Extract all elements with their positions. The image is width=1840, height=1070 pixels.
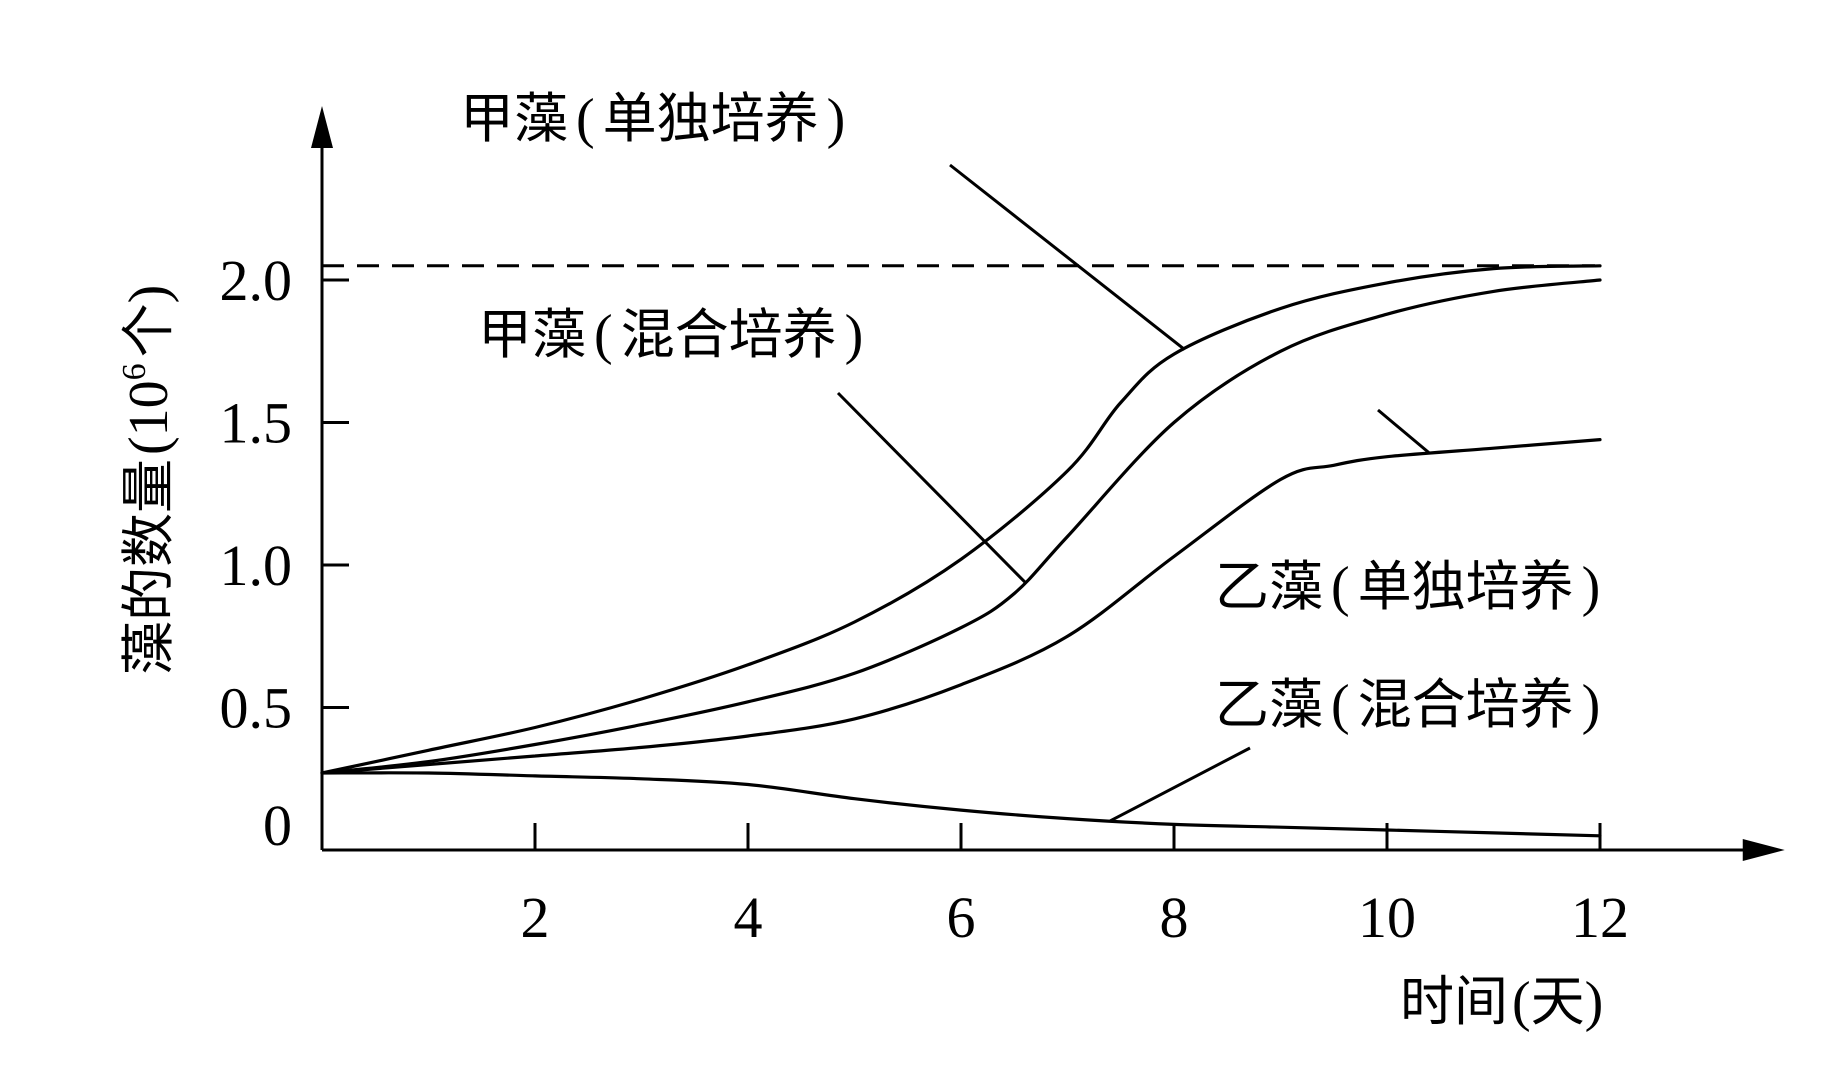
annotation-condition: 单独培养 [603,87,819,150]
x-tick-label: 2 [521,885,550,950]
annotation-leader-line [1377,408,1431,455]
x-tick-label: 6 [947,885,976,950]
annotation-label: 乙藻(单独培养) [1215,555,1600,618]
annotation-condition: 混合培养 [1358,673,1574,736]
annotation-label: 甲藻(混合培养) [478,303,863,366]
y-tick-label: 0 [263,793,292,858]
annotation-close-paren: ) [1582,556,1601,618]
x-tick-label: 10 [1358,885,1416,950]
y-tick-label: 2.0 [220,248,293,313]
x-tick-label: 4 [734,885,763,950]
annotation-label: 甲藻(单独培养) [460,87,845,150]
y-axis-arrowhead [311,106,333,148]
y-axis-title-unit-word: 个 [117,303,180,357]
y-axis-title-unit-exponent: 6 [116,363,153,380]
x-tick-label: 8 [1160,885,1189,950]
annotation-species: 甲藻 [478,303,586,366]
series-jia-mixed [320,278,1602,775]
y-axis-title-unit-base: 10 [118,380,180,436]
annotation-close-paren: ) [827,88,846,150]
x-axis-arrowhead [1742,839,1785,861]
series-lines [320,264,1602,838]
annotation-open-paren: ( [1331,556,1350,618]
annotation-open-paren: ( [576,88,595,150]
annotation-species: 乙藻 [1215,555,1323,618]
axes [311,106,1785,861]
y-tick-label: 1.5 [220,391,293,456]
annotation-species: 乙藻 [1215,673,1323,736]
x-axis-title-text: 时间 [1400,970,1508,1033]
annotation-leader-line [949,163,1186,351]
x-axis-title-open-paren: ( [1512,971,1531,1033]
y-axis-title-open-paren: ( [118,436,180,455]
series-yi-alone [320,438,1602,775]
annotation-close-paren: ) [1582,674,1601,736]
annotation-species: 甲藻 [460,87,568,150]
series-yi-mixed [320,771,1602,838]
y-tick-label: 1.0 [220,533,293,598]
annotation-open-paren: ( [1331,674,1350,736]
series-jia-alone [320,264,1602,775]
x-axis-title-close-paren: ) [1585,971,1604,1033]
annotation-leader-line [836,391,1026,584]
annotation-condition: 混合培养 [621,303,837,366]
annotation-leader-line [1109,746,1251,823]
x-axis-title: 时间(天) [1400,970,1603,1033]
annotation-open-paren: ( [594,304,613,366]
x-axis-title-unit: 天 [1531,970,1585,1033]
annotation-label: 乙藻(混合培养) [1215,673,1600,736]
x-tick-label: 12 [1571,885,1629,950]
y-axis-title-close-paren: ) [118,285,180,304]
y-axis-title-text: 藻的数量 [117,459,180,675]
annotation-condition: 单独培养 [1358,555,1574,618]
y-tick-label: 0.5 [220,676,293,741]
ticks: 2 4 6 8 10 12 0 0.5 1.0 1.5 2.0 [220,248,1630,950]
y-axis-title: 藻的数量 (106 个) [116,285,180,675]
annotations: 甲藻(单独培养)甲藻(混合培养)乙藻(单独培养)乙藻(混合培养) [460,87,1600,823]
annotation-close-paren: ) [845,304,864,366]
